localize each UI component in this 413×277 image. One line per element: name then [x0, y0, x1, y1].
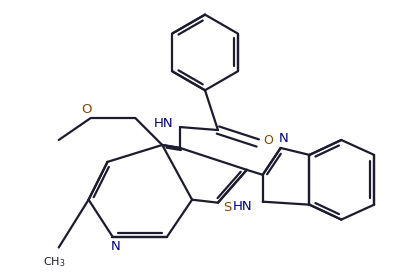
- Text: N: N: [279, 132, 289, 145]
- Text: N: N: [111, 240, 120, 253]
- Text: O: O: [263, 135, 273, 147]
- Text: S: S: [223, 201, 231, 214]
- Text: CH$_3$: CH$_3$: [43, 255, 65, 269]
- Text: HN: HN: [154, 117, 173, 130]
- Text: HN: HN: [233, 200, 253, 213]
- Text: O: O: [81, 103, 92, 116]
